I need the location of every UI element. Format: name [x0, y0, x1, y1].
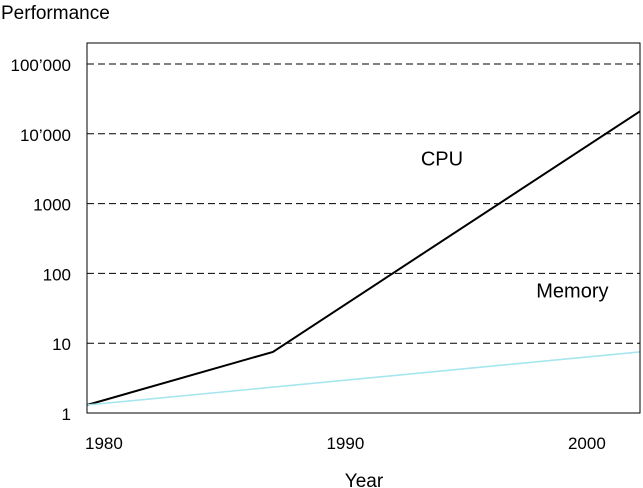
x-tick-label: 1980: [85, 434, 123, 453]
y-tick-label: 10: [52, 335, 71, 354]
y-axis-title: Performance: [1, 3, 110, 24]
series-label-memory: Memory: [536, 281, 608, 303]
y-tick-label: 100: [43, 265, 71, 284]
series-labels: CPU Memory: [421, 149, 609, 303]
y-axis-ticks: 1 10 100 1000 10’000 100’000: [10, 56, 71, 424]
y-tick-label: 1: [62, 405, 71, 424]
y-tick-label: 1000: [33, 196, 71, 215]
series-line-cpu: [86, 110, 641, 406]
series-lines: [86, 110, 641, 406]
series-label-cpu: CPU: [421, 149, 463, 171]
x-tick-label: 1990: [326, 434, 364, 453]
x-axis-title: Year: [345, 471, 384, 488]
x-tick-label: 2000: [568, 434, 606, 453]
grid-lines: [87, 63, 640, 344]
y-tick-label: 10’000: [20, 126, 71, 145]
y-tick-label: 100’000: [10, 56, 71, 75]
series-line-memory: [86, 351, 641, 406]
x-axis-ticks: 1980 1990 2000: [85, 434, 606, 453]
plot-area: [86, 42, 641, 414]
